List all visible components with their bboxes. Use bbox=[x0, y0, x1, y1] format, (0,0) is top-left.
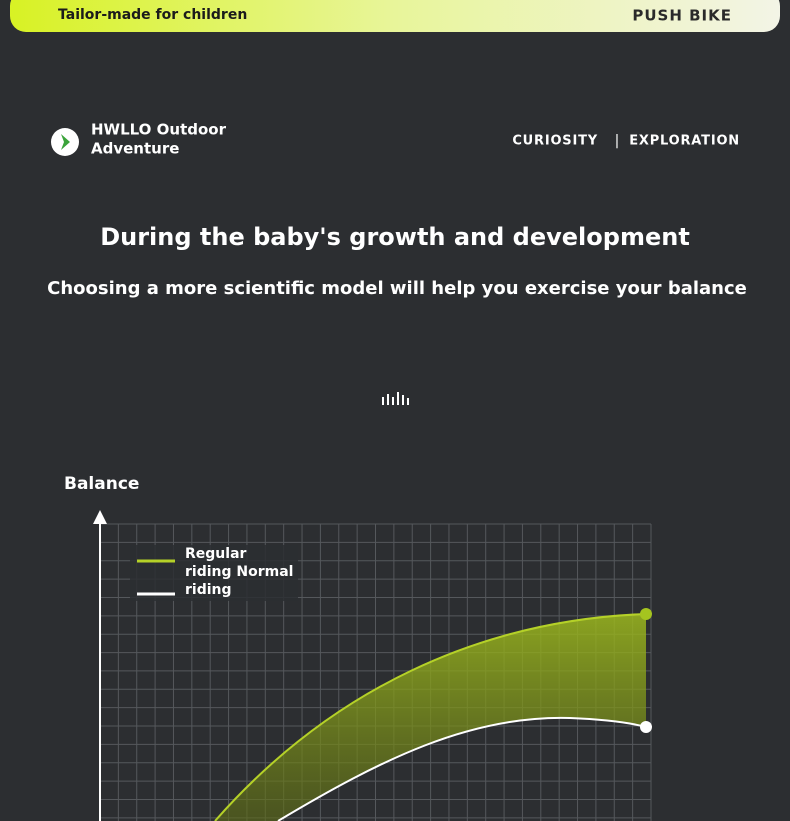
axis-arrow bbox=[93, 510, 107, 524]
area bbox=[215, 614, 646, 821]
curve-regular bbox=[214, 613, 647, 821]
brand-line: HWLLO Outdoor bbox=[91, 121, 227, 139]
tagline: Tailor-made for children bbox=[58, 7, 247, 23]
end-dot bbox=[640, 608, 652, 620]
nav-separator: | bbox=[615, 133, 620, 149]
nav-item[interactable]: EXPLORATION bbox=[629, 134, 740, 149]
legend-text: Regular bbox=[185, 546, 247, 562]
product-name: PUSH BIKE bbox=[632, 7, 732, 25]
nav-item[interactable]: CURIOSITY bbox=[512, 134, 598, 149]
headline: During the baby's growth and development bbox=[100, 223, 690, 251]
end-dot bbox=[640, 721, 652, 733]
subheadline: Choosing a more scientific model will he… bbox=[47, 278, 747, 299]
legend-text: riding bbox=[185, 582, 232, 598]
logo-chevron bbox=[61, 134, 70, 150]
top-bar bbox=[10, 0, 780, 32]
brand-line: Adventure bbox=[91, 140, 179, 158]
legend-bg bbox=[130, 545, 298, 601]
curve-normal bbox=[277, 716, 647, 821]
axis-label: Balance bbox=[64, 474, 139, 494]
legend-text: riding Normal bbox=[185, 564, 293, 580]
icon bbox=[382, 392, 409, 405]
